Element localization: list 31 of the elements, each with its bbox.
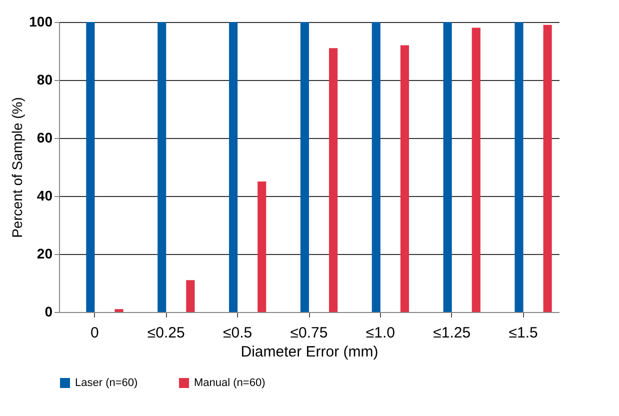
bar bbox=[258, 182, 266, 312]
bar bbox=[514, 22, 524, 312]
x-tick-label: ≤0.75 bbox=[290, 324, 328, 342]
x-tick-label: ≤1.25 bbox=[433, 324, 471, 342]
bar bbox=[114, 309, 124, 312]
y-axis-title: Percent of Sample (%) bbox=[9, 97, 26, 238]
x-tick-label: ≤1.5 bbox=[508, 324, 538, 342]
bar bbox=[543, 24, 552, 312]
bar bbox=[443, 22, 452, 312]
y-tick-label: 20 bbox=[36, 246, 53, 262]
y-tick-label: 40 bbox=[36, 188, 53, 204]
y-tick-label: 100 bbox=[29, 14, 53, 30]
x-tick-label: 0 bbox=[90, 324, 99, 342]
bar bbox=[186, 280, 195, 312]
x-tick-label: ≤0.5 bbox=[223, 324, 252, 342]
x-tick-label: ≤1.0 bbox=[366, 324, 395, 342]
bar bbox=[400, 45, 409, 312]
bar bbox=[472, 28, 480, 312]
bar bbox=[158, 22, 166, 312]
y-tick-label: 0 bbox=[44, 304, 53, 320]
x-tick-label: ≤0.25 bbox=[147, 324, 185, 342]
bar bbox=[229, 22, 238, 312]
legend-label: Manual (n=60) bbox=[194, 377, 266, 389]
bar bbox=[300, 22, 309, 312]
bar bbox=[329, 48, 338, 312]
y-tick-label: 60 bbox=[36, 130, 53, 146]
bar bbox=[372, 22, 380, 312]
legend-label: Laser (n=60) bbox=[75, 377, 138, 389]
x-axis-title: Diameter Error (mm) bbox=[240, 344, 378, 360]
y-tick-label: 80 bbox=[36, 72, 53, 88]
bar bbox=[86, 22, 95, 312]
